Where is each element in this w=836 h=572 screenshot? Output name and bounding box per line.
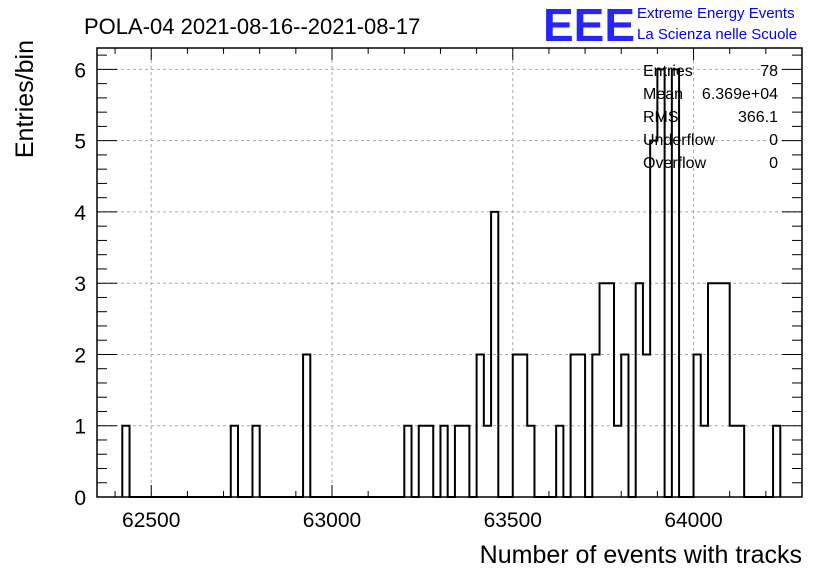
histogram-bin xyxy=(513,354,520,497)
histogram-bin xyxy=(477,354,484,497)
histogram-bin xyxy=(607,283,614,497)
histogram-outline xyxy=(121,68,782,498)
y-axis-title: Entries/bin xyxy=(11,40,39,158)
histogram-bin xyxy=(426,426,433,497)
eee-logo: EEE Extreme Energy Events La Scienza nel… xyxy=(543,0,797,51)
histogram-bin xyxy=(715,283,722,497)
histogram-bin xyxy=(708,283,715,497)
histogram-bin xyxy=(621,354,628,497)
stats-overflow-label: Overflow xyxy=(643,155,707,172)
stats-rms-label: RMS xyxy=(643,109,679,126)
x-tick-label: 63000 xyxy=(303,509,361,532)
histogram-bin xyxy=(527,426,534,497)
histogram-bin xyxy=(440,426,447,497)
plot-frame xyxy=(96,47,803,498)
histogram-bin xyxy=(462,426,469,497)
y-tick-labels: 0 1 2 3 4 5 6 xyxy=(74,59,86,510)
histogram-bin xyxy=(614,426,621,497)
stats-box: Entries 78 Mean 6.369e+04 RMS 366.1 Unde… xyxy=(643,63,778,172)
y-tick-label: 3 xyxy=(74,273,86,296)
histogram-bin xyxy=(303,354,310,497)
histogram-bin xyxy=(122,426,129,497)
histogram-bin xyxy=(520,354,527,497)
chart-title: POLA-04 2021-08-16--2021-08-17 xyxy=(84,14,420,39)
y-tick-label: 0 xyxy=(74,487,86,510)
histogram-bin xyxy=(592,354,599,497)
histogram-bin xyxy=(773,426,780,497)
axis-ticks xyxy=(97,48,803,498)
y-tick-label: 1 xyxy=(74,416,86,439)
x-tick-label: 64000 xyxy=(664,509,722,532)
histogram-bin xyxy=(484,426,491,497)
stats-entries-value: 78 xyxy=(760,63,778,80)
stats-mean-label: Mean xyxy=(643,86,683,103)
y-tick-label: 4 xyxy=(74,202,86,225)
x-tick-label: 62500 xyxy=(122,509,180,532)
histogram-bin xyxy=(694,354,701,497)
histogram-bin xyxy=(636,283,643,497)
x-axis-title: Number of events with tracks xyxy=(480,541,802,569)
stats-underflow-label: Underflow xyxy=(643,132,715,149)
histogram-bin xyxy=(643,354,650,497)
logo-line-2: La Scienza nelle Scuole xyxy=(637,26,797,43)
eee-logo-mark: EEE xyxy=(543,0,635,51)
stats-underflow-value: 0 xyxy=(769,132,778,149)
x-tick-label: 63500 xyxy=(484,509,542,532)
histogram-bin xyxy=(571,354,578,497)
histogram-bin xyxy=(650,141,657,497)
y-tick-label: 2 xyxy=(74,344,86,367)
logo-line-1: Extreme Energy Events xyxy=(637,5,795,22)
histogram-bin xyxy=(231,426,238,497)
histogram-bin xyxy=(701,426,708,497)
histogram-bin xyxy=(600,283,607,497)
x-tick-labels: 62500 63000 63500 64000 xyxy=(122,509,723,532)
stats-mean-value: 6.369e+04 xyxy=(702,86,778,103)
histogram-bin xyxy=(730,426,737,497)
histogram-bin xyxy=(252,426,259,497)
histogram-bin xyxy=(722,283,729,497)
histogram-bin xyxy=(556,426,563,497)
histogram-bin xyxy=(737,426,744,497)
histogram-bin xyxy=(404,426,411,497)
stats-overflow-value: 0 xyxy=(769,155,778,172)
histogram-bin xyxy=(455,426,462,497)
y-tick-label: 6 xyxy=(74,59,86,82)
stats-rms-value: 366.1 xyxy=(738,109,778,126)
y-tick-label: 5 xyxy=(74,131,86,154)
histogram-bin xyxy=(419,426,426,497)
stats-entries-label: Entries xyxy=(643,63,693,80)
histogram-bin xyxy=(491,212,498,497)
histogram-bin xyxy=(578,354,585,497)
